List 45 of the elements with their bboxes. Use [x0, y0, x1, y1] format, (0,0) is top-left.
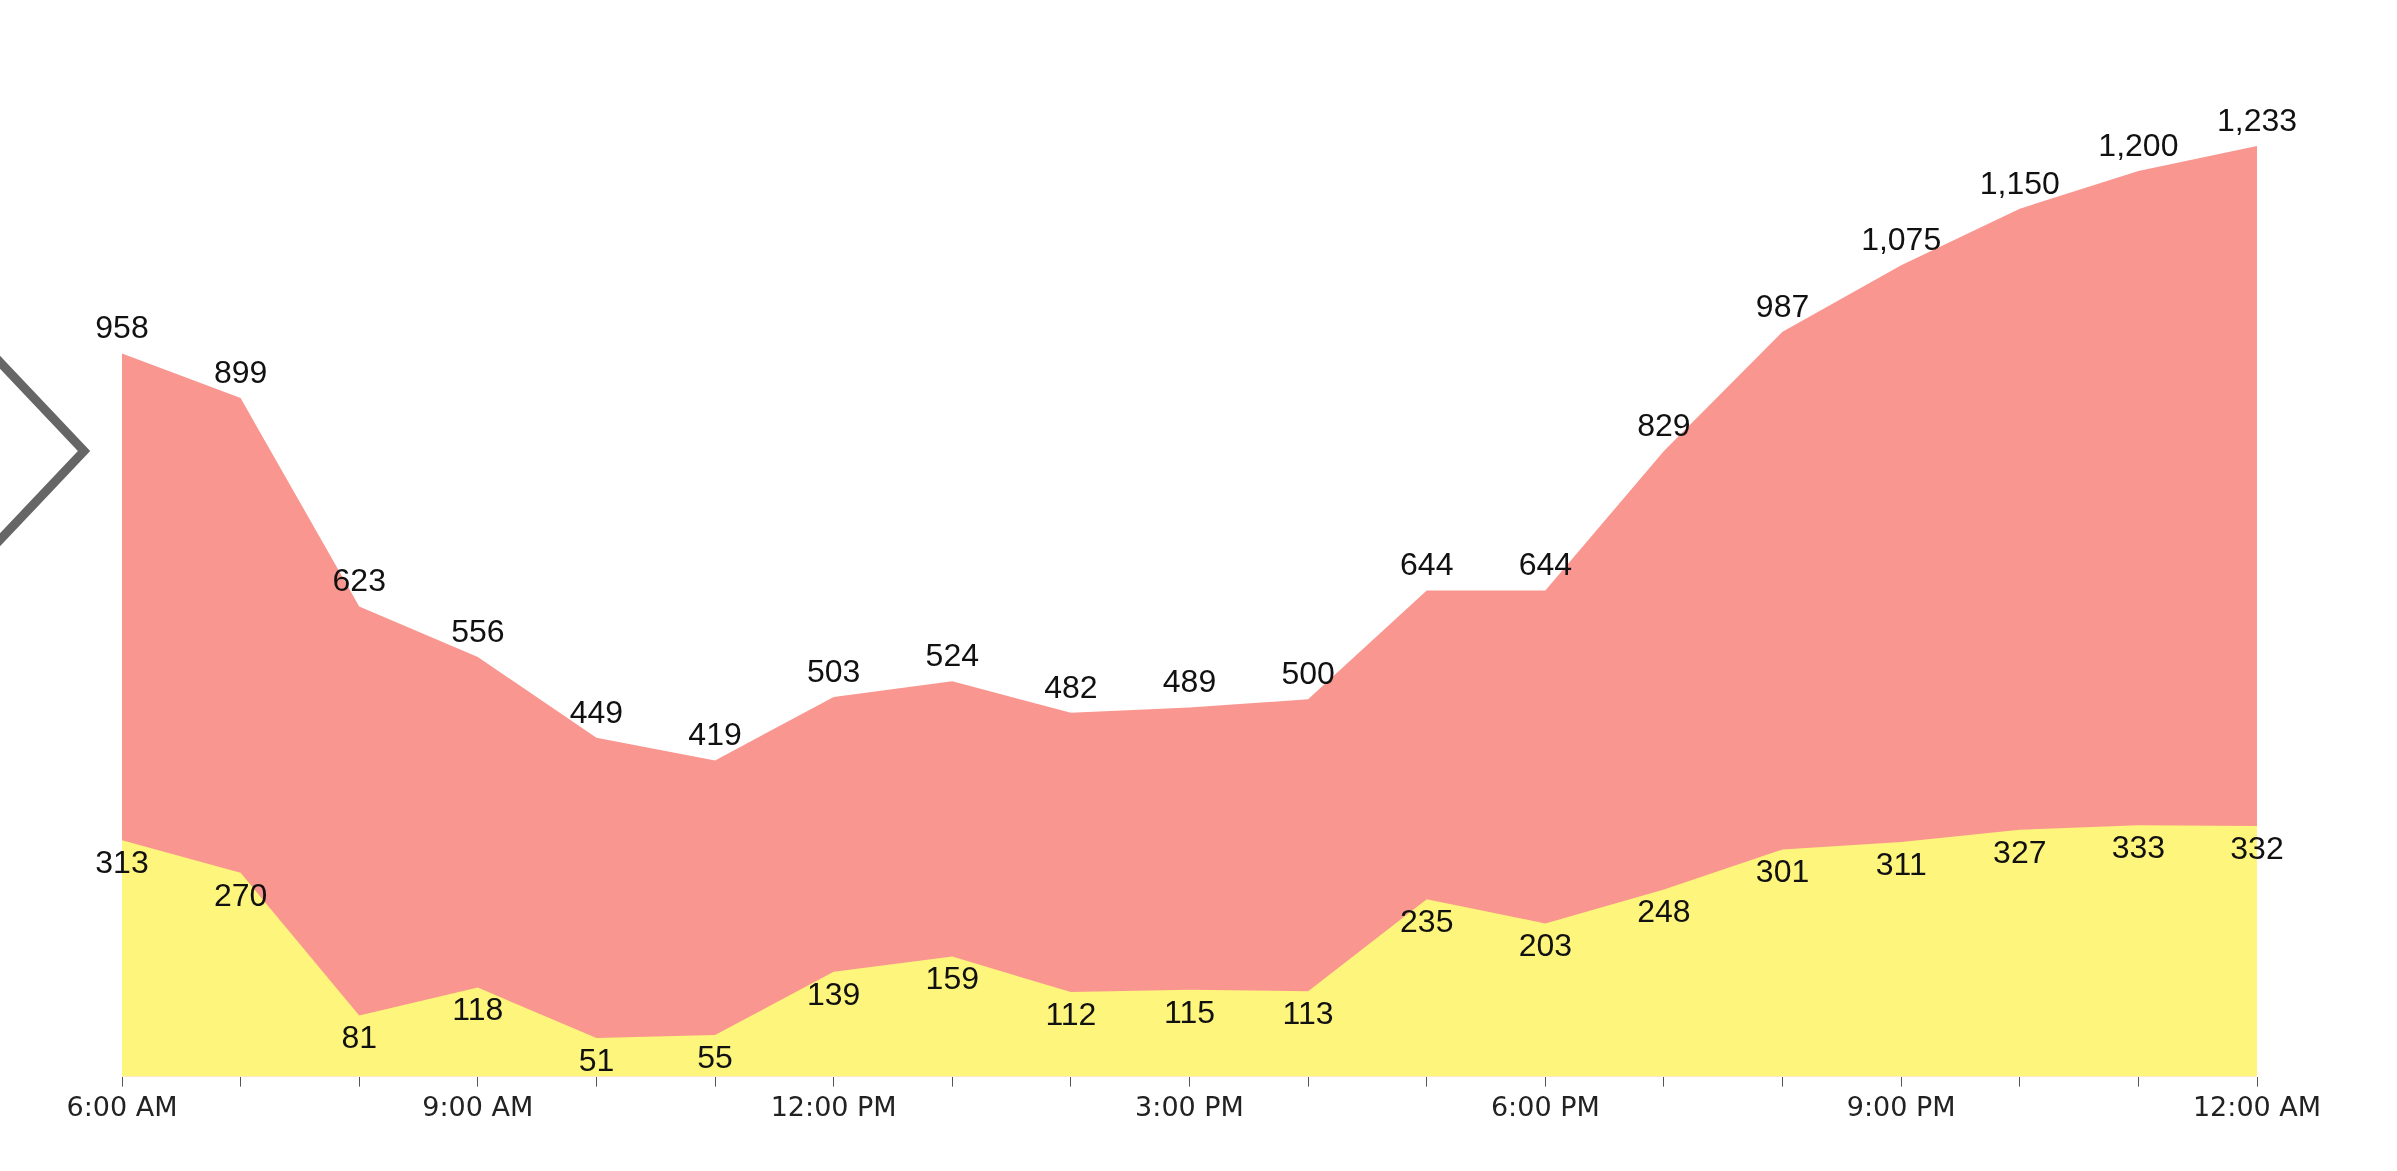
- data-label: 332: [2230, 829, 2284, 866]
- x-tick-label: 9:00 PM: [1846, 1090, 1956, 1122]
- data-label: 333: [2111, 829, 2166, 866]
- data-label: 1,200: [2098, 126, 2179, 163]
- data-label: 159: [925, 960, 979, 997]
- data-label: 118: [452, 991, 504, 1028]
- data-label: 524: [925, 636, 979, 673]
- data-label: 500: [1281, 655, 1335, 692]
- data-label: 55: [697, 1038, 733, 1075]
- data-label: 235: [1400, 903, 1454, 940]
- data-label: 419: [688, 716, 742, 753]
- data-label: 248: [1637, 893, 1691, 930]
- data-label: 1,233: [2216, 101, 2298, 138]
- data-label: 958: [95, 309, 149, 346]
- data-label: 644: [1518, 546, 1573, 583]
- data-label: 113: [1282, 995, 1334, 1032]
- data-label: 449: [569, 693, 624, 730]
- data-label: 139: [806, 975, 861, 1012]
- x-tick-label: 9:00 AM: [422, 1090, 534, 1122]
- data-label: 112: [1045, 995, 1097, 1032]
- x-tick-label: 12:00 PM: [770, 1090, 897, 1122]
- data-label: 987: [1755, 287, 1810, 324]
- data-label: 1,150: [1979, 164, 2060, 201]
- data-label: 899: [213, 353, 268, 390]
- x-tick-label: 6:00 PM: [1490, 1090, 1600, 1122]
- x-tick-label: 6:00 AM: [66, 1090, 178, 1122]
- data-label: 482: [1044, 668, 1098, 705]
- data-label: 829: [1637, 406, 1691, 443]
- data-label: 623: [332, 562, 386, 599]
- x-tick-label: 12:00 AM: [2192, 1090, 2322, 1122]
- data-label: 556: [451, 612, 505, 649]
- data-label: 115: [1163, 993, 1216, 1030]
- x-tick-label: 3:00 PM: [1135, 1090, 1244, 1122]
- data-label: 203: [1518, 927, 1573, 964]
- data-label: 327: [1993, 833, 2047, 870]
- data-label: 51: [578, 1041, 615, 1078]
- data-label: 1,075: [1861, 221, 1942, 258]
- data-label: 489: [1162, 663, 1217, 700]
- data-label: 270: [213, 876, 268, 913]
- data-label: 311: [1875, 845, 1927, 882]
- data-label: 313: [95, 844, 149, 881]
- data-label: 301: [1755, 853, 1810, 890]
- data-label: 81: [341, 1019, 378, 1056]
- data-label: 503: [806, 652, 861, 689]
- data-label: 644: [1400, 546, 1454, 583]
